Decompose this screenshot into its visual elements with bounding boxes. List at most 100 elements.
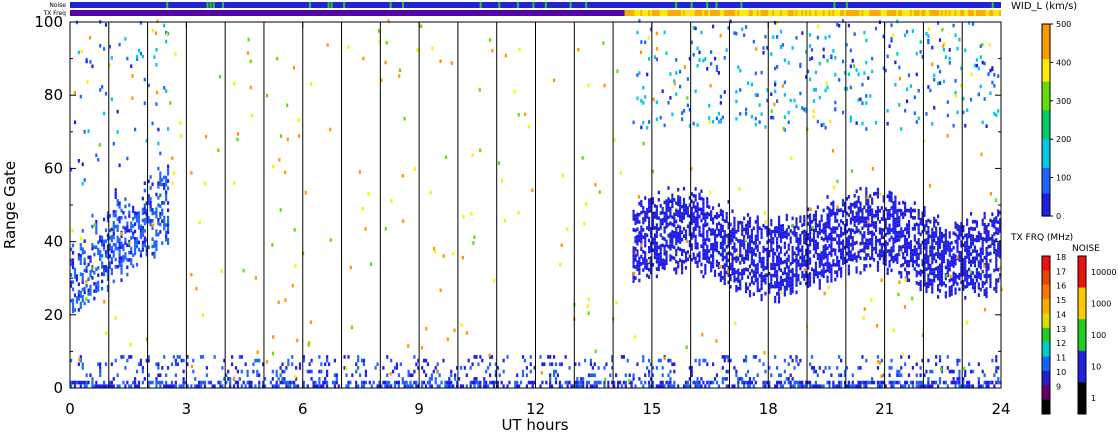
scatter-cell [207,380,210,385]
scatter-cell [739,246,742,251]
scatter-cell [776,244,779,249]
scatter-cell [292,65,296,70]
width-colorbar-cell [1042,100,1050,105]
scatter-cell [433,249,437,254]
scatter-cell [663,237,666,241]
scatter-cell [944,243,947,248]
scatter-cell [865,190,868,195]
scatter-cell [748,238,752,243]
scatter-cell [779,45,783,49]
scatter-cell [814,210,817,214]
scatter-cell [651,226,655,231]
scatter-cell [652,97,655,102]
scatter-cell [807,233,810,237]
scatter-cell [954,272,957,277]
scatter-cell [843,205,847,210]
scatter-cell [651,263,655,267]
scatter-cell [143,188,146,193]
scatter-cell [952,260,955,265]
scatter-cell [104,23,108,27]
scatter-cell [971,227,975,231]
scatter-cell [642,250,645,254]
scatter-cell [851,257,854,262]
scatter-cell [952,123,955,128]
scatter-cell [915,120,918,124]
scatter-cell [836,270,839,274]
scatter-cell [450,369,453,374]
scatter-cell [599,380,602,385]
scatter-cell [677,261,680,265]
scatter-cell [488,38,492,42]
scatter-cell [585,384,589,388]
scatter-cell [651,200,655,205]
scatter-cell [952,282,955,287]
scatter-cell [995,227,998,231]
scatter-cell [919,243,922,248]
scatter-cell [649,256,653,260]
scatter-cell [941,27,944,32]
scatter-cell [386,384,389,388]
scatter-cell [727,240,730,244]
scatter-cell [995,249,998,253]
scatter-cell [684,255,688,259]
scatter-cell [345,366,348,370]
scatter-cell [917,230,920,235]
scatter-cell [997,227,1000,232]
scatter-cell [913,226,916,231]
scatter-cell [808,261,812,265]
scatter-cell [663,211,666,216]
scatter-cell [576,384,579,388]
scatter-cell [956,380,959,385]
scatter-cell [892,259,895,264]
scatter-cell [721,377,724,381]
scatter-cell [293,380,296,385]
scatter-cell [803,267,806,272]
scatter-cell [706,215,709,219]
scatter-cell [698,207,701,212]
scatter-cell [114,243,117,247]
scatter-cell [871,245,874,249]
scatter-cell [746,213,750,217]
scatter-cell [320,362,323,367]
scatter-cell [969,277,973,282]
scatter-cell [715,234,719,238]
scatter-cell [679,218,682,222]
scatter-cell [777,234,781,238]
scatter-cell [326,384,329,388]
scatter-cell [688,221,691,226]
scatter-cell [355,362,358,367]
scatter-cell [969,233,973,238]
scatter-cell [867,205,870,210]
noise-bar-mark [166,2,169,8]
txfreq-bar-mark [995,10,998,16]
scatter-cell [960,66,963,70]
scatter-cell [878,227,882,231]
scatter-cell [851,217,854,222]
scatter-cell [768,380,771,385]
scatter-cell [787,276,790,281]
scatter-cell [814,261,817,266]
scatter-cell [890,250,893,254]
scatter-cell [653,55,657,59]
scatter-cell [940,264,944,269]
scatter-cell [971,256,975,261]
txfreq-bar-mark [938,10,941,16]
scatter-cell [129,342,132,347]
txfreq-colorbar-cell [1042,342,1050,357]
scatter-cell [692,26,695,30]
scatter-cell [793,380,796,385]
scatter-cell [638,278,641,283]
scatter-cell [917,116,920,121]
scatter-cell [719,245,722,250]
scatter-cell [593,380,596,385]
scatter-cell [979,55,982,59]
scatter-cell [909,380,913,385]
scatter-cell [983,61,986,66]
scatter-cell [89,273,92,278]
scatter-cell [826,220,829,225]
scatter-cell [907,73,911,78]
scatter-cell [741,239,744,244]
scatter-cell [774,226,777,230]
scatter-cell [531,380,534,385]
scatter-cell [673,219,676,224]
